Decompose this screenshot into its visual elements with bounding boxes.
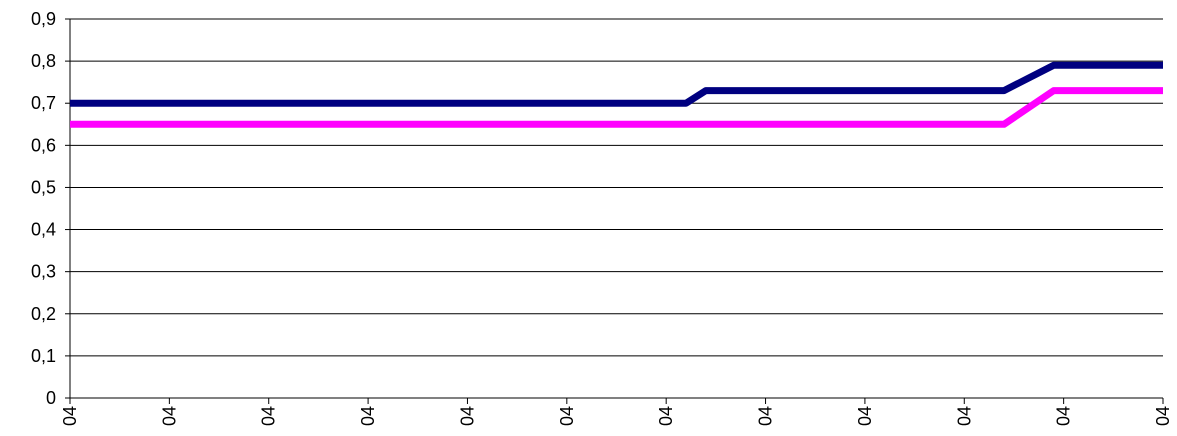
axes bbox=[65, 18, 1164, 404]
y-tick-label: 0,2 bbox=[31, 304, 56, 324]
x-tick-label: 04 bbox=[159, 406, 179, 426]
x-axis-labels: 04 04 04 04 04 04 04 04 04 04 04 04 bbox=[60, 406, 1173, 426]
gridlines bbox=[70, 18, 1163, 357]
y-tick-label: 0 bbox=[46, 388, 56, 408]
x-tick-label: 04 bbox=[457, 406, 477, 426]
series-line bbox=[70, 61, 1163, 107]
x-tick-label: 04 bbox=[557, 406, 577, 426]
x-tick-label: 04 bbox=[1153, 406, 1173, 426]
y-axis-labels: 0 0,1 0,2 0,3 0,4 0,5 0,6 0,7 0,8 0,9 bbox=[31, 9, 56, 408]
x-tick-label: 04 bbox=[656, 406, 676, 426]
series-lines bbox=[70, 61, 1163, 128]
x-tick-label: 04 bbox=[954, 406, 974, 426]
x-tick-label: 04 bbox=[756, 406, 776, 426]
y-tick-label: 0,1 bbox=[31, 346, 56, 366]
y-tick-label: 0,7 bbox=[31, 93, 56, 113]
series-line bbox=[70, 87, 1163, 128]
y-tick-label: 0,4 bbox=[31, 220, 56, 240]
y-tick-label: 0,5 bbox=[31, 177, 56, 197]
x-tick-label: 04 bbox=[855, 406, 875, 426]
x-tick-label: 04 bbox=[60, 406, 80, 426]
y-tick-label: 0,3 bbox=[31, 262, 56, 282]
x-tick-label: 04 bbox=[358, 406, 378, 426]
y-tick-label: 0,8 bbox=[31, 51, 56, 71]
x-tick-label: 04 bbox=[1054, 406, 1074, 426]
y-tick-label: 0,6 bbox=[31, 135, 56, 155]
y-tick-label: 0,9 bbox=[31, 9, 56, 29]
x-tick-label: 04 bbox=[259, 406, 279, 426]
